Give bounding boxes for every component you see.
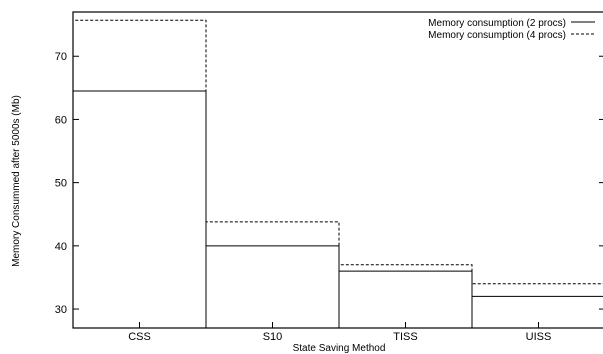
bar-2-procs-s10 <box>205 245 340 328</box>
plot-frame <box>72 11 603 329</box>
bar-4-procs-css <box>72 19 207 328</box>
y-tick-label-40: 40 <box>55 241 67 253</box>
x-axis-title: State Saving Method <box>293 343 386 354</box>
y-tick-label-60: 60 <box>55 114 67 126</box>
x-tick-label-uiss: UISS <box>526 331 552 343</box>
x-tick-label-s10: S10 <box>263 331 283 343</box>
bar-4-procs-uiss <box>471 283 603 328</box>
bar-2-procs-css <box>72 90 207 328</box>
y-tick-label-30: 30 <box>55 304 67 316</box>
y-axis-title: Memory Consummed after 5000s (Mb) <box>11 95 22 267</box>
x-tick-label-tiss: TISS <box>393 331 417 343</box>
legend-label-4-procs: Memory consumption (4 procs) <box>428 30 566 41</box>
bar-4-procs-s10 <box>205 221 340 328</box>
y-tick-label-50: 50 <box>55 178 67 190</box>
legend-label-2-procs: Memory consumption (2 procs) <box>428 18 566 29</box>
y-tick-label-70: 70 <box>55 51 67 63</box>
bar-4-procs-tiss <box>338 264 473 328</box>
plot-area: 30 40 50 60 70 CSS S10 TISS UISS <box>55 11 603 343</box>
bar-2-procs-uiss <box>471 295 603 328</box>
bar-2-procs-tiss <box>338 270 473 328</box>
legend: Memory consumption (2 procs) Memory cons… <box>428 18 595 41</box>
x-tick-label-css: CSS <box>128 331 151 343</box>
